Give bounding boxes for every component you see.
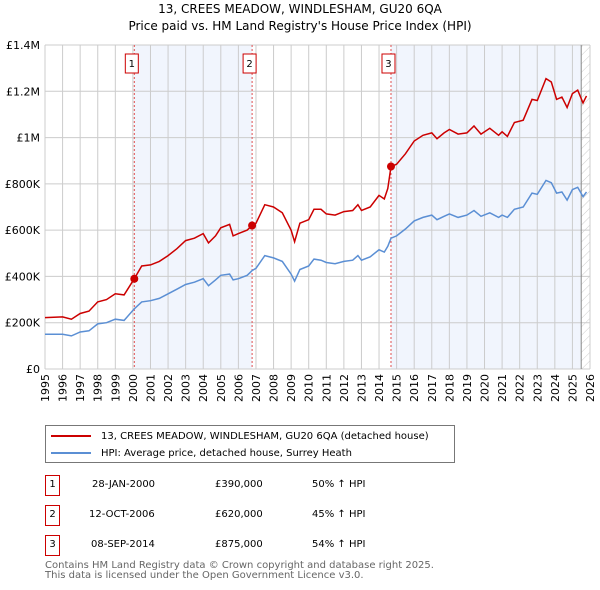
x-tick-label: 2004 — [197, 374, 210, 402]
attribution-line: This data is licensed under the Open Gov… — [45, 570, 364, 581]
x-tick-label: 2014 — [373, 374, 386, 402]
y-tick-label: £400K — [5, 270, 41, 283]
y-tick-label: £600K — [5, 224, 41, 237]
y-tick-label: £1.4M — [6, 39, 40, 52]
shaded-period — [390, 45, 582, 369]
x-tick-label: 2024 — [549, 374, 562, 402]
legend-label: HPI: Average price, detached house, Surr… — [101, 447, 352, 459]
x-tick-label: 2013 — [355, 374, 368, 402]
sale-date: 12-OCT-2006 — [89, 509, 155, 520]
legend-item-hpi: HPI: Average price, detached house, Surr… — [51, 446, 352, 460]
x-tick-label: 1998 — [92, 374, 105, 402]
x-tick-label: 2009 — [285, 374, 298, 402]
x-tick-label: 2021 — [496, 374, 509, 402]
x-tick-label: 2000 — [127, 374, 140, 402]
x-tick-label: 2025 — [566, 374, 579, 402]
x-tick-label: 2017 — [426, 374, 439, 402]
sale-point — [248, 221, 257, 230]
sale-marker-badge: 1 — [45, 475, 60, 496]
x-tick-label: 2015 — [391, 374, 404, 402]
sale-point — [386, 162, 395, 171]
legend-swatch-red — [51, 435, 91, 437]
x-tick-label: 2026 — [584, 374, 597, 402]
x-tick-label: 1999 — [109, 374, 122, 402]
x-tick-label: 2019 — [461, 374, 474, 402]
x-tick-label: 1996 — [57, 374, 70, 402]
y-tick-label: £0 — [26, 363, 40, 376]
x-tick-label: 2008 — [268, 374, 281, 402]
x-tick-label: 2001 — [144, 374, 157, 402]
y-tick-label: £800K — [5, 178, 41, 191]
sale-date: 28-JAN-2000 — [92, 479, 156, 490]
sale-label-box — [242, 53, 257, 74]
chart-subtitle: Price paid vs. HM Land Registry's House … — [128, 19, 472, 33]
x-tick-label: 2007 — [250, 374, 263, 402]
x-tick-label: 2012 — [338, 374, 351, 402]
sale-label: 1 — [129, 59, 135, 70]
sale-price: £390,000 — [215, 479, 263, 490]
sale-label-box — [381, 53, 396, 74]
x-tick-label: 1997 — [74, 374, 87, 402]
x-tick-label: 2006 — [232, 374, 245, 402]
hpi-line — [45, 179, 588, 337]
shaded-period — [134, 45, 253, 369]
x-tick-label: 2002 — [162, 374, 175, 402]
y-tick-label: £200K — [5, 317, 41, 330]
x-tick-label: 2018 — [443, 374, 456, 402]
sale-hpi-change: 54% ↑ HPI — [312, 539, 366, 550]
x-tick-label: 2023 — [531, 374, 544, 402]
sale-marker-badge: 3 — [45, 535, 60, 556]
property-price-line — [44, 77, 588, 321]
sale-label: 3 — [385, 59, 391, 70]
y-tick-label: £1.2M — [6, 85, 40, 98]
x-tick-label: 2020 — [479, 374, 492, 402]
price-chart: 1995 1996 1997 1998 1999 2000 2001 2002 2003 2004… — [5, 39, 597, 402]
x-tick-label: 2011 — [320, 374, 333, 402]
x-tick-label: 2005 — [215, 374, 228, 402]
x-tick-label: 2022 — [514, 374, 527, 402]
y-tick-label: £1M — [17, 132, 41, 145]
sale-marker-badge: 2 — [45, 505, 60, 526]
attribution: Contains HM Land Registry data © Crown c… — [45, 561, 434, 581]
sale-price: £620,000 — [215, 509, 263, 520]
legend-label: 13, CREES MEADOW, WINDLESHAM, GU20 6QA (… — [101, 430, 429, 442]
sale-date: 08-SEP-2014 — [91, 539, 155, 550]
legend: 13, CREES MEADOW, WINDLESHAM, GU20 6QA (… — [45, 425, 455, 463]
x-tick-label: 2010 — [303, 374, 316, 402]
chart-title: 13, CREES MEADOW, WINDLESHAM, GU20 6QA — [158, 2, 442, 16]
legend-swatch-blue — [51, 452, 91, 454]
future-hatch — [581, 45, 590, 369]
x-tick-label: 2003 — [180, 374, 193, 402]
attribution-line: Contains HM Land Registry data © Crown c… — [45, 560, 434, 571]
sale-hpi-change: 50% ↑ HPI — [312, 479, 366, 490]
sale-hpi-change: 45% ↑ HPI — [312, 509, 366, 520]
sale-label: 2 — [246, 59, 252, 70]
sale-price: £875,000 — [215, 539, 263, 550]
legend-item-property: 13, CREES MEADOW, WINDLESHAM, GU20 6QA (… — [51, 429, 429, 443]
x-tick-label: 1995 — [39, 374, 52, 402]
x-tick-label: 2016 — [408, 374, 421, 402]
sale-point — [130, 274, 139, 283]
sale-label-box — [124, 53, 139, 74]
